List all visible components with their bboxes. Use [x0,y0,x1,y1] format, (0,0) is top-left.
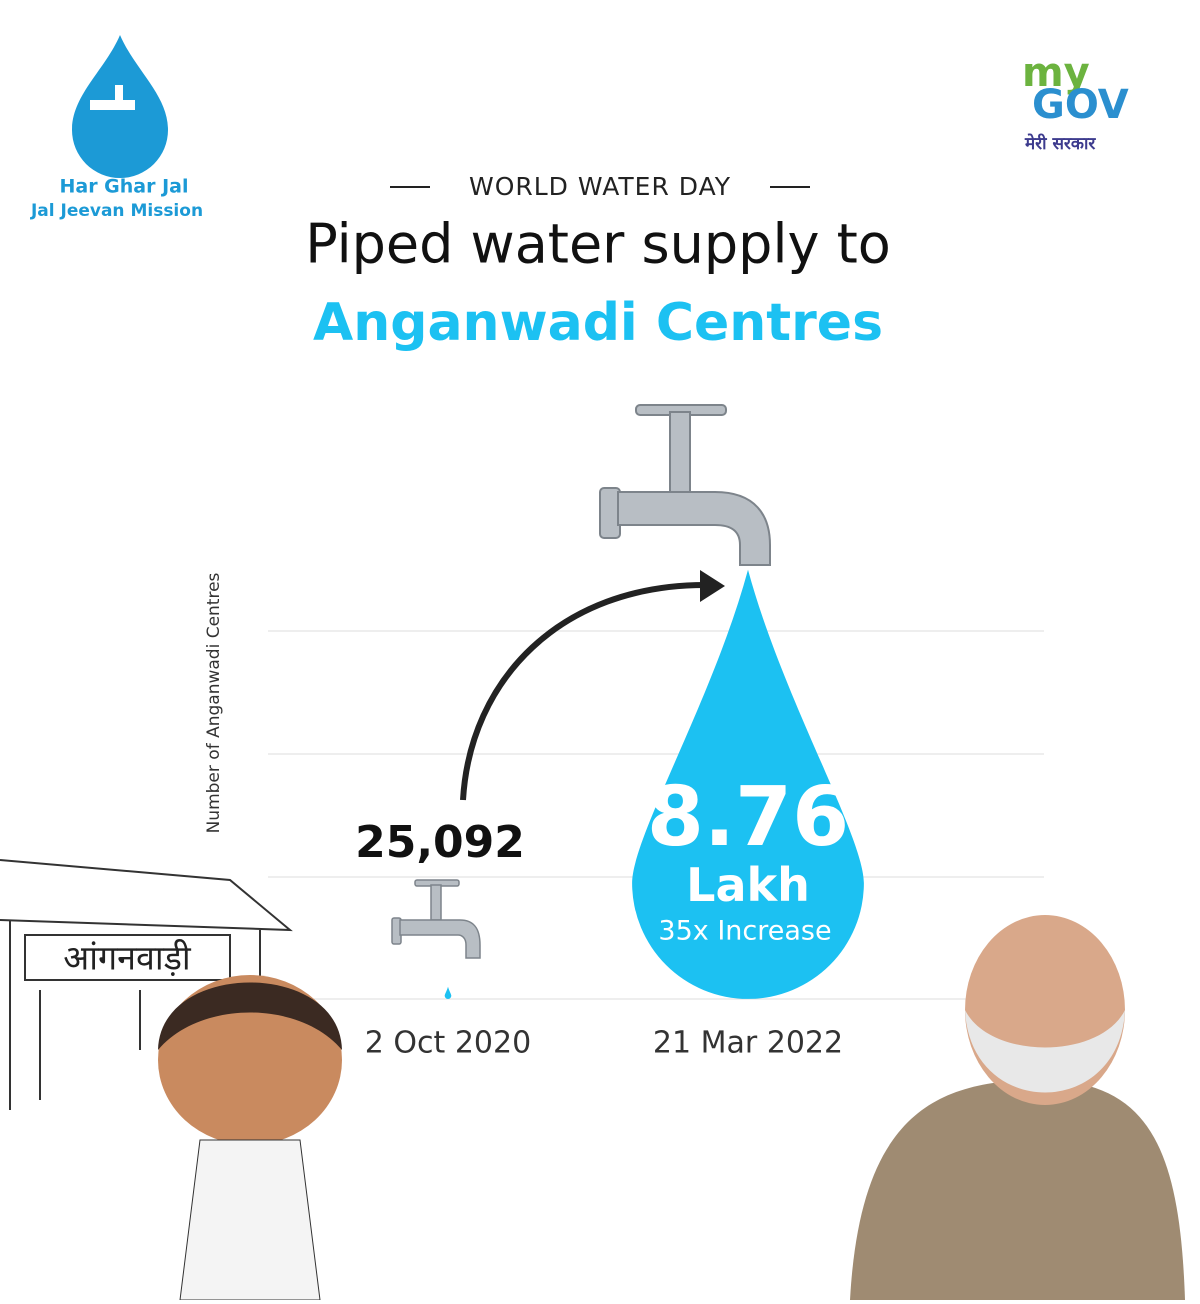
person [850,915,1185,1300]
kicker: WORLD WATER DAY [469,172,731,201]
mygov-my: my [1022,50,1090,96]
logo-text: Har Ghar Jal [59,176,188,198]
title-highlight: Anganwadi Centres [313,293,883,353]
logo-tap [90,100,135,110]
tap-small [391,879,481,959]
logo-tap [115,85,123,103]
mygov-gov: GOV [1032,82,1129,128]
drop [444,986,452,999]
annotation: 35x Increase [658,916,831,947]
x-tick-label: 21 Mar 2022 [653,1026,843,1061]
tap-big [599,404,771,566]
title: Piped water supply to [305,213,891,276]
character [158,975,342,1301]
hut-sign: आंगनवाड़ी [63,939,192,979]
logo-text: Jal Jeevan Mission [30,201,203,221]
arrow [460,582,706,801]
value-label: 25,092 [355,817,525,868]
drop [632,569,864,999]
mygov-tagline: मेरी सरकार [1024,133,1096,154]
arrow-head [700,570,725,602]
y-axis-label: Number of Anganwadi Centres [204,572,224,833]
hut [0,859,293,1110]
x-tick-label: 2 Oct 2020 [365,1026,531,1061]
value-label-text: 8.76 Lakh [646,775,850,913]
value-label: 8.76 Lakh [646,775,850,913]
